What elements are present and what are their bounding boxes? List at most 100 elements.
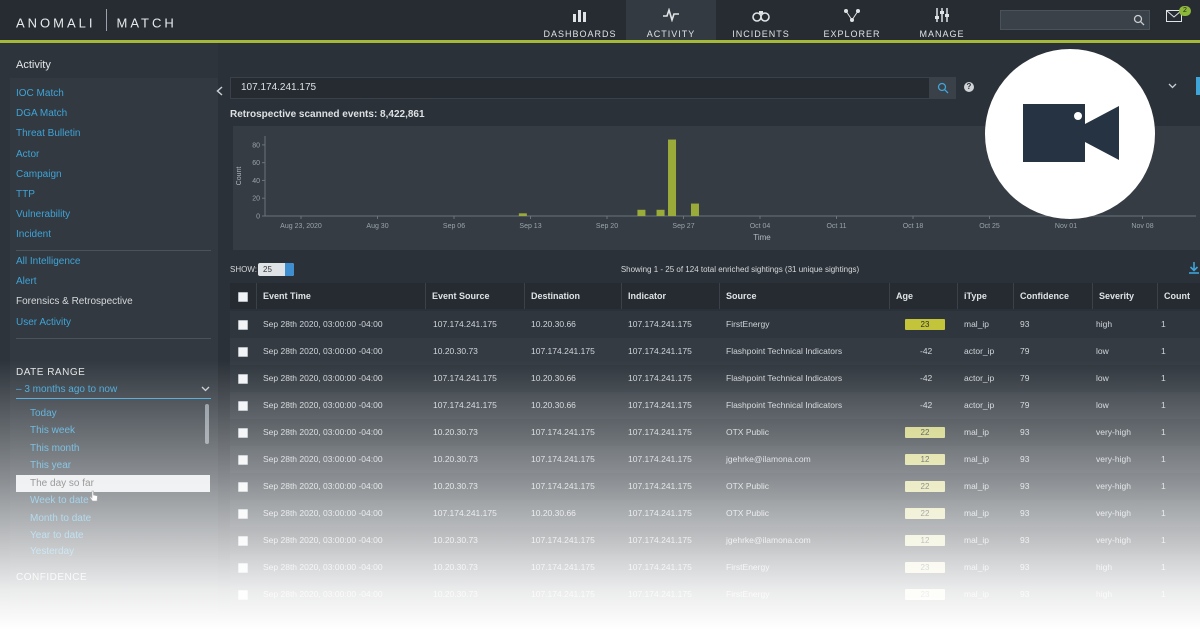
cell-count: 1 <box>1161 535 1166 545</box>
cell-destination: 10.20.30.66 <box>531 319 576 329</box>
cell-indicator[interactable]: 107.174.241.175 <box>628 400 692 410</box>
page-size-select[interactable]: 25 <box>258 263 294 276</box>
table-row[interactable]: Sep 28th 2020, 03:00:00 -04:00 10.20.30.7… <box>230 446 1200 473</box>
column-event-source[interactable]: Event Source <box>425 283 525 309</box>
sidebar-item-alert[interactable]: Alert <box>16 276 37 287</box>
cell-indicator[interactable]: 107.174.241.175 <box>628 373 692 383</box>
row-checkbox[interactable] <box>238 509 248 519</box>
page-size-value: 25 <box>263 265 272 274</box>
x-tick-label: Sep 13 <box>519 223 541 230</box>
sidebar-item-vulnerability[interactable]: Vulnerability <box>16 209 71 220</box>
cell-indicator[interactable]: 107.174.241.175 <box>628 454 692 464</box>
row-checkbox[interactable] <box>238 455 248 465</box>
table-row[interactable]: Sep 28th 2020, 03:00:00 -04:00 10.20.30.7… <box>230 554 1200 581</box>
date-option-the-day-so-far[interactable]: The day so far <box>16 475 210 492</box>
table-row[interactable]: Sep 28th 2020, 03:00:00 -04:00 107.174.24… <box>230 500 1200 527</box>
table-row[interactable]: Sep 28th 2020, 03:00:00 -04:00 10.20.30.7… <box>230 473 1200 500</box>
nav-label: MANAGE <box>919 29 965 39</box>
table-row[interactable]: Sep 28th 2020, 03:00:00 -04:00 107.174.24… <box>230 392 1200 419</box>
column-itype[interactable]: iType <box>957 283 1013 309</box>
video-camera-icon <box>1023 104 1119 162</box>
date-option-this-month[interactable]: This month <box>30 443 80 454</box>
cell-indicator[interactable]: 107.174.241.175 <box>628 319 692 329</box>
download-icon[interactable] <box>1188 262 1200 274</box>
sidebar-item-user-activity[interactable]: User Activity <box>16 317 72 328</box>
row-checkbox[interactable] <box>238 428 248 438</box>
table-row[interactable]: Sep 28th 2020, 03:00:00 -04:00 10.20.30.7… <box>230 527 1200 554</box>
video-play-overlay[interactable] <box>985 49 1155 219</box>
dropdown-scrollbar[interactable] <box>205 404 209 444</box>
row-checkbox[interactable] <box>238 563 248 573</box>
row-checkbox[interactable] <box>238 401 248 411</box>
table-row[interactable]: Sep 28th 2020, 03:00:00 -04:00 10.20.30.7… <box>230 338 1200 365</box>
nav-dashboards[interactable]: DASHBOARDS <box>535 0 625 40</box>
column-age[interactable]: Age <box>889 283 959 309</box>
sidebar-item-ttp[interactable]: TTP <box>16 189 35 200</box>
cell-itype: actor_ip <box>964 373 995 383</box>
table-row[interactable]: Sep 28th 2020, 03:00:00 -04:00 10.20.30.7… <box>230 419 1200 446</box>
table-row[interactable]: Sep 28th 2020, 03:00:00 -04:00 107.174.24… <box>230 365 1200 392</box>
sidebar-item-forensics-retrospective[interactable]: Forensics & Retrospective <box>16 296 133 307</box>
column-indicator[interactable]: Indicator <box>621 283 719 309</box>
cell-source: jgehrke@ilamona.com <box>726 454 811 464</box>
sidebar-item-threat-bulletin[interactable]: Threat Bulletin <box>16 128 81 139</box>
cell-indicator[interactable]: 107.174.241.175 <box>628 562 692 572</box>
nav-incidents[interactable]: INCIDENTS <box>716 0 806 40</box>
sidebar-item-incident[interactable]: Incident <box>16 229 52 240</box>
cell-confidence: 93 <box>1020 589 1030 599</box>
chevron-down-icon[interactable] <box>1168 83 1177 89</box>
indicator-search-input[interactable]: 107.174.241.175 <box>230 77 930 99</box>
date-option-week-to-date[interactable]: Week to date <box>30 495 89 506</box>
date-option-today[interactable]: Today <box>30 408 57 419</box>
row-checkbox[interactable] <box>238 482 248 492</box>
row-checkbox[interactable] <box>238 590 248 600</box>
cell-indicator[interactable]: 107.174.241.175 <box>628 535 692 545</box>
date-option-yesterday[interactable]: Yesterday <box>30 546 75 557</box>
column-confidence[interactable]: Confidence <box>1013 283 1093 309</box>
sidebar-item-dga-match[interactable]: DGA Match <box>16 108 68 119</box>
column-count[interactable]: Count <box>1157 283 1200 309</box>
chart-bar-2 <box>637 209 646 216</box>
date-option-this-year[interactable]: This year <box>30 460 72 471</box>
x-tick-label: Oct 04 <box>750 223 771 230</box>
sidebar-item-actor[interactable]: Actor <box>16 149 40 160</box>
cell-indicator[interactable]: 107.174.241.175 <box>628 589 692 599</box>
search-icon[interactable] <box>1133 14 1145 26</box>
cell-indicator[interactable]: 107.174.241.175 <box>628 346 692 356</box>
cell-indicator[interactable]: 107.174.241.175 <box>628 481 692 491</box>
column-source[interactable]: Source <box>719 283 889 309</box>
date-range-select[interactable]: – 3 months ago to now <box>16 384 118 395</box>
brand-logo[interactable]: ANOMALI MATCH <box>16 9 177 35</box>
chevron-left-icon[interactable] <box>216 86 223 96</box>
global-search-input[interactable] <box>1000 10 1150 30</box>
chart-bar-1 <box>518 213 527 216</box>
row-checkbox[interactable] <box>238 374 248 384</box>
date-option-this-week[interactable]: This week <box>30 425 76 436</box>
date-option-month-to-date[interactable]: Month to date <box>30 513 92 524</box>
nav-activity[interactable]: ACTIVITY <box>626 0 716 40</box>
chevron-down-icon[interactable] <box>201 386 210 392</box>
row-checkbox[interactable] <box>238 347 248 357</box>
filter-button-edge[interactable] <box>1196 77 1200 95</box>
cell-indicator[interactable]: 107.174.241.175 <box>628 427 692 437</box>
showing-summary: Showing 1 - 25 of 124 total enriched sig… <box>620 265 860 274</box>
row-checkbox[interactable] <box>238 536 248 546</box>
sidebar-item-campaign[interactable]: Campaign <box>16 169 62 180</box>
column-severity[interactable]: Severity <box>1092 283 1158 309</box>
x-tick-label: Sep 20 <box>596 223 618 230</box>
search-button[interactable] <box>930 77 956 99</box>
cell-indicator[interactable]: 107.174.241.175 <box>628 508 692 518</box>
select-all-checkbox[interactable] <box>238 292 248 302</box>
nav-manage[interactable]: MANAGE <box>897 0 987 40</box>
table-row[interactable]: Sep 28th 2020, 03:00:00 -04:00 10.20.30.7… <box>230 581 1200 608</box>
date-option-year-to-date[interactable]: Year to date <box>30 530 84 541</box>
sidebar-item-all-intelligence[interactable]: All Intelligence <box>16 256 81 267</box>
nav-explorer[interactable]: EXPLORER <box>807 0 897 40</box>
sidebar-item-ioc-match[interactable]: IOC Match <box>16 88 64 99</box>
cell-confidence: 93 <box>1020 454 1030 464</box>
column-destination[interactable]: Destination <box>524 283 622 309</box>
table-row[interactable]: Sep 28th 2020, 03:00:00 -04:00 107.174.24… <box>230 311 1200 338</box>
help-icon[interactable]: ? <box>964 82 974 92</box>
column-event-time[interactable]: Event Time <box>256 283 426 309</box>
row-checkbox[interactable] <box>238 320 248 330</box>
